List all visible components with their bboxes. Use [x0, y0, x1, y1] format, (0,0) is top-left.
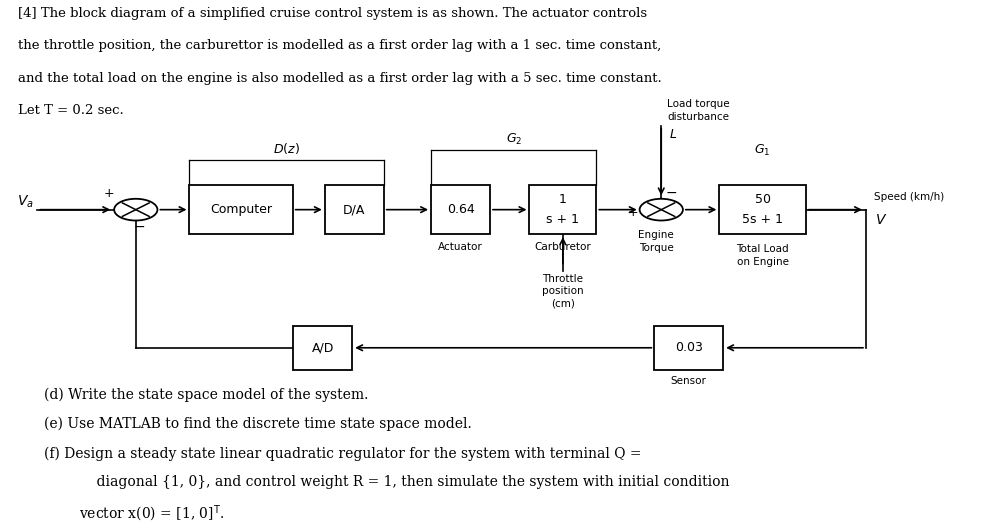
Text: −: − — [134, 219, 146, 233]
Text: Engine
Torque: Engine Torque — [639, 230, 674, 253]
Bar — [189, 185, 293, 234]
Text: diagonal {1, 0}, and control weight R = 1, then simulate the system with initial: diagonal {1, 0}, and control weight R = … — [79, 475, 729, 489]
Text: +: + — [628, 206, 638, 219]
Text: Sensor: Sensor — [671, 376, 707, 386]
Text: A/D: A/D — [312, 341, 334, 354]
Bar — [325, 185, 384, 234]
Text: s + 1: s + 1 — [546, 213, 580, 226]
Text: Actuator: Actuator — [438, 242, 483, 252]
Text: +: + — [104, 187, 114, 200]
Text: vector x(0) = [1, 0]$^\mathsf{T}$.: vector x(0) = [1, 0]$^\mathsf{T}$. — [79, 504, 224, 522]
Text: Computer: Computer — [210, 203, 273, 216]
Text: Load torque
disturbance: Load torque disturbance — [667, 100, 730, 122]
Text: $G_2$: $G_2$ — [506, 132, 522, 147]
Text: [4] The block diagram of a simplified cruise control system is as shown. The act: [4] The block diagram of a simplified cr… — [18, 7, 646, 20]
Text: $D(z)$: $D(z)$ — [274, 141, 300, 157]
Text: $G_1$: $G_1$ — [755, 143, 770, 158]
Text: (e) Use MATLAB to find the discrete time state space model.: (e) Use MATLAB to find the discrete time… — [44, 417, 472, 431]
Text: 0.03: 0.03 — [675, 341, 703, 354]
Text: Carburetor: Carburetor — [534, 242, 591, 252]
Text: 5s + 1: 5s + 1 — [742, 213, 783, 226]
Text: 1: 1 — [559, 193, 567, 206]
Text: Speed (km/h): Speed (km/h) — [874, 192, 944, 203]
Text: (d) Write the state space model of the system.: (d) Write the state space model of the s… — [44, 387, 369, 401]
Text: Throttle
position
(cm): Throttle position (cm) — [542, 274, 584, 309]
Bar — [529, 185, 596, 234]
Text: Total Load
on Engine: Total Load on Engine — [736, 244, 789, 267]
Text: the throttle position, the carburettor is modelled as a first order lag with a 1: the throttle position, the carburettor i… — [18, 40, 661, 53]
Text: $V_a$: $V_a$ — [17, 194, 33, 210]
Bar — [654, 326, 723, 370]
Text: (f) Design a steady state linear quadratic regulator for the system with termina: (f) Design a steady state linear quadrat… — [44, 446, 642, 461]
Bar — [719, 185, 806, 234]
Text: −: − — [665, 185, 677, 199]
Text: 50: 50 — [755, 193, 770, 206]
Bar — [431, 185, 490, 234]
Bar — [293, 326, 352, 370]
Circle shape — [114, 199, 157, 220]
Text: V: V — [876, 212, 886, 227]
Text: Let T = 0.2 sec.: Let T = 0.2 sec. — [18, 103, 123, 116]
Text: 0.64: 0.64 — [447, 203, 474, 216]
Text: D/A: D/A — [343, 203, 365, 216]
Text: L: L — [670, 128, 677, 141]
Text: and the total load on the engine is also modelled as a first order lag with a 5 : and the total load on the engine is also… — [18, 72, 661, 85]
Circle shape — [640, 199, 683, 220]
